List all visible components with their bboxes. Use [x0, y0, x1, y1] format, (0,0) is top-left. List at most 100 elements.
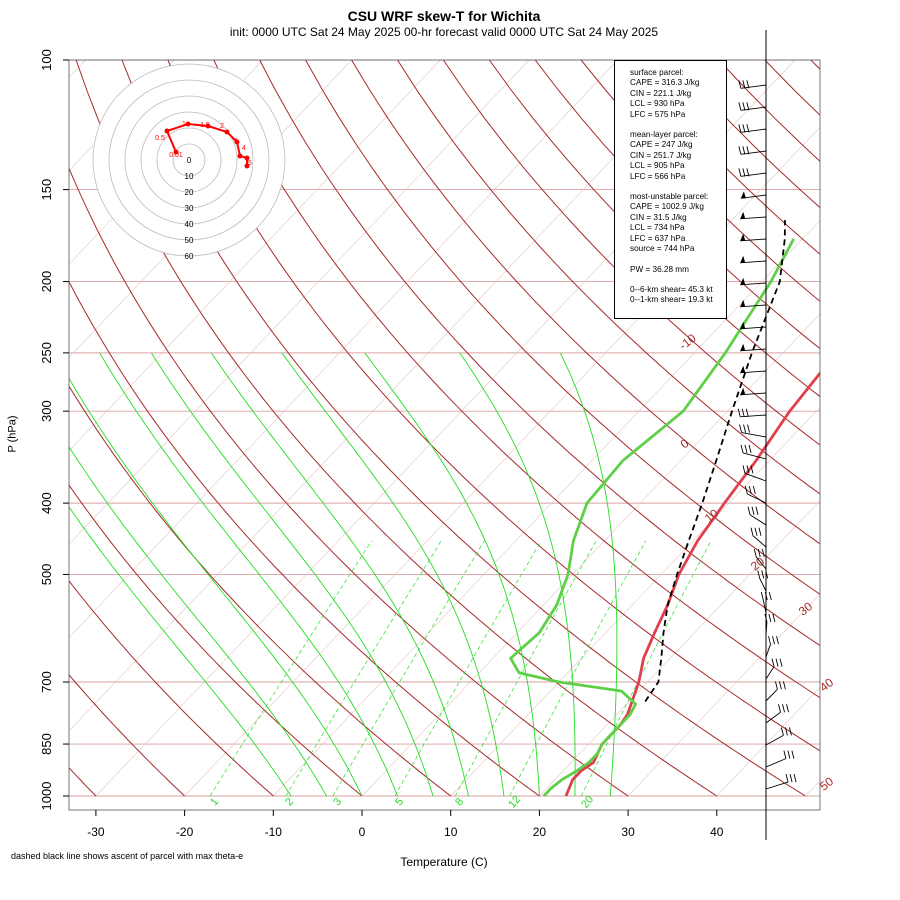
- wind-barb-staff: [765, 644, 771, 658]
- wind-barb-flag: [761, 548, 765, 558]
- hodograph-ring: [108, 79, 270, 241]
- wind-barb: [765, 750, 795, 768]
- surface-lcl: LCL = 930 hPa: [630, 99, 685, 109]
- temperature-profile: [564, 370, 820, 797]
- wind-barb-flag: [747, 506, 751, 515]
- surface-cin: CIN = 221.1 J/kg: [630, 88, 692, 98]
- dry-adiabat: [69, 280, 540, 797]
- moist-adiabat: [281, 352, 505, 797]
- wind-barb-staff: [765, 758, 787, 768]
- wind-barb-flag: [754, 527, 758, 536]
- mixing-ratio-line: [209, 540, 372, 797]
- mixing-ratio-line: [332, 540, 485, 797]
- hodograph-point: [237, 153, 243, 159]
- dry-adiabat: [351, 60, 820, 545]
- wind-barb-flag: [738, 80, 742, 89]
- dry-adiabat: [75, 60, 718, 797]
- wind-barb-staff: [742, 452, 767, 460]
- wind-barb-flag: [774, 681, 778, 690]
- wind-barb-flag: [738, 102, 742, 111]
- wind-barb-staff: [765, 734, 784, 746]
- unstable-lcl: LCL = 734 hPa: [630, 223, 685, 233]
- wind-barb-staff: [749, 514, 767, 526]
- wind-barb-flag: [782, 704, 785, 713]
- wind-barb-flag: [744, 485, 748, 495]
- mixed-parcel-header: mean-layer parcel:: [630, 130, 698, 140]
- wind-barb-flag: [750, 465, 754, 474]
- wind-barb: [740, 299, 767, 308]
- hodograph-ring: [156, 127, 222, 193]
- hodograph-point: [234, 139, 240, 145]
- isotherm-line: [894, 60, 900, 796]
- hodograph-ring: [124, 95, 254, 225]
- hodograph-ring-label: 10: [185, 172, 194, 181]
- wind-barb-pennant: [740, 321, 746, 329]
- wind-barb-flag: [779, 658, 783, 667]
- wind-barb: [765, 774, 797, 790]
- wind-barb-flag: [746, 146, 750, 155]
- shear-0-1km: 0--1-km shear= 19.3 kt: [630, 295, 713, 305]
- wind-barb-flag: [752, 485, 756, 495]
- isotherm-line: [69, 60, 618, 639]
- wind-barb: [740, 343, 767, 352]
- dry-adiabat: [442, 60, 820, 446]
- unstable-cin: CIN = 31.5 J/kg: [630, 212, 687, 222]
- wind-barb: [764, 613, 776, 636]
- wind-barb-flag: [771, 658, 775, 667]
- mixed-lcl: LCL = 905 hPa: [630, 161, 685, 171]
- wind-barb: [765, 704, 789, 724]
- wind-barb: [738, 102, 767, 111]
- mixing-ratio-line: [285, 540, 442, 797]
- wind-barb-flag: [744, 444, 748, 454]
- hodograph-point: [185, 121, 191, 127]
- wind-barb-flag: [740, 444, 744, 454]
- mixing-ratio-label: 1: [208, 796, 221, 808]
- surface-cape: CAPE = 316.3 J/kg: [630, 78, 700, 88]
- wind-barb-flag: [793, 774, 797, 783]
- wind-barb-flag: [786, 704, 789, 713]
- hodograph-height-label: 2: [220, 123, 224, 130]
- hodograph-point: [173, 149, 179, 155]
- wind-barb-staff: [741, 432, 767, 438]
- unstable-parcel-block: most-unstable parcel: CAPE = 1002.9 J/kg…: [630, 192, 726, 254]
- wind-barb-staff: [759, 578, 767, 592]
- wind-barb: [744, 485, 767, 504]
- wind-barb-flag: [758, 527, 762, 536]
- wind-barb-staff: [755, 556, 767, 570]
- x-tick-label: -10: [265, 825, 283, 839]
- isotherm-line: [69, 60, 441, 452]
- wind-barb: [738, 124, 767, 133]
- dry-adiabat: [167, 60, 820, 752]
- moist-adiabat: [364, 352, 540, 797]
- hodograph-ring: [172, 143, 206, 177]
- wind-barb-flag: [742, 124, 746, 133]
- dry-adiabat: [69, 484, 363, 797]
- mixing-ratio-label: 2: [283, 796, 296, 808]
- wind-barb-flag: [778, 704, 781, 713]
- wind-barb-staff: [765, 689, 778, 702]
- wind-barb-flag: [772, 613, 776, 623]
- wind-barb-flag: [741, 408, 745, 417]
- wind-barb-pennant: [740, 255, 746, 263]
- wind-barb: [737, 408, 767, 418]
- surface-parcel-header: surface parcel:: [630, 68, 684, 77]
- hodograph-height-label: 4: [242, 145, 246, 152]
- mixed-cape: CAPE = 247 J/kg: [630, 140, 693, 150]
- wind-barb-flag: [788, 727, 792, 736]
- wind-barb-flag: [776, 636, 779, 645]
- wind-barb-flag: [757, 548, 761, 558]
- moist-adiabat: [99, 352, 398, 797]
- wind-barb: [747, 506, 767, 526]
- wind-barb-flag: [742, 102, 746, 111]
- plot-frame: [68, 59, 821, 811]
- wind-barb-flag: [742, 146, 746, 155]
- hodograph-point: [164, 128, 170, 134]
- x-tick-label: 0: [359, 825, 366, 839]
- dry-adiabat: [259, 60, 820, 647]
- wind-barb: [765, 727, 792, 746]
- isotherm-line: [450, 406, 820, 797]
- parcel-parameters-box: surface parcel: CAPE = 316.3 J/kg CIN = …: [614, 60, 727, 319]
- wind-barb-flag: [765, 570, 769, 579]
- isotherm-line: [273, 220, 820, 797]
- wind-barb-pennant: [740, 365, 746, 373]
